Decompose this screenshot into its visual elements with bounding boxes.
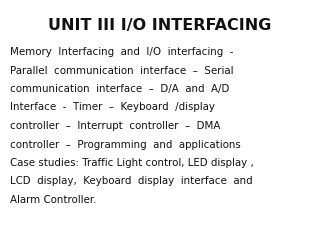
Text: communication  interface  –  D/A  and  A/D: communication interface – D/A and A/D: [10, 84, 229, 94]
Text: Case studies: Traffic Light control, LED display ,: Case studies: Traffic Light control, LED…: [10, 158, 254, 168]
Text: Memory  Interfacing  and  I/O  interfacing  -: Memory Interfacing and I/O interfacing -: [10, 47, 234, 57]
Text: LCD  display,  Keyboard  display  interface  and: LCD display, Keyboard display interface …: [10, 176, 252, 186]
Text: Parallel  communication  interface  –  Serial: Parallel communication interface – Seria…: [10, 66, 234, 76]
Text: controller  –  Interrupt  controller  –  DMA: controller – Interrupt controller – DMA: [10, 121, 220, 131]
Text: UNIT III I/O INTERFACING: UNIT III I/O INTERFACING: [48, 18, 272, 33]
Text: controller  –  Programming  and  applications: controller – Programming and application…: [10, 139, 241, 150]
Text: Interface  -  Timer  –  Keyboard  /display: Interface - Timer – Keyboard /display: [10, 102, 215, 113]
Text: Alarm Controller.: Alarm Controller.: [10, 195, 96, 205]
